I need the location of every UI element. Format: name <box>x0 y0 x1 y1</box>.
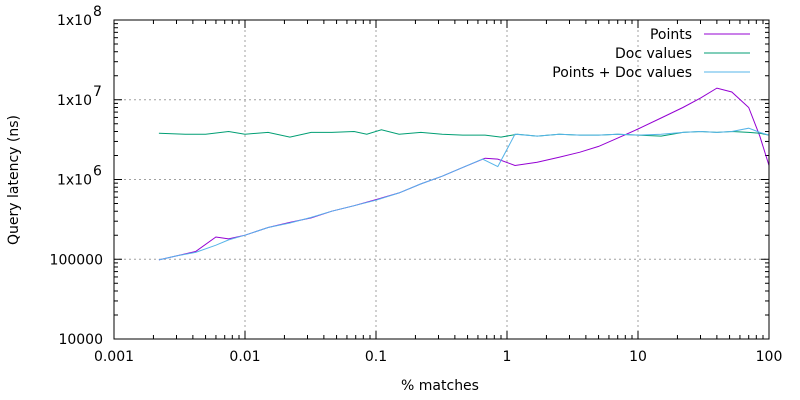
legend-label-points: Points <box>650 27 692 43</box>
y-tick-label: 100000 <box>50 252 103 268</box>
x-axis-label: % matches <box>401 378 479 394</box>
series-lines <box>158 87 770 261</box>
legend: Points Doc values Points + Doc values <box>552 27 750 81</box>
legend-label-doc-values: Doc values <box>615 46 692 62</box>
x-tick-label: 100 <box>756 349 783 365</box>
x-tick-label: 0.01 <box>229 349 260 365</box>
y-tick-exponent: 7 <box>93 84 102 100</box>
y-tick-label: 1x10 <box>57 93 92 109</box>
series-line-points <box>158 87 770 261</box>
y-tick-label: 10000 <box>58 332 103 348</box>
y-tick-label: 1x10 <box>57 173 92 189</box>
series-line-doc-values <box>158 129 770 138</box>
grid-lines <box>114 20 769 339</box>
legend-label-points-doc-values: Points + Doc values <box>552 65 692 81</box>
x-tick-labels: 0.001 0.01 0.1 1 10 100 <box>94 349 782 365</box>
x-tick-label: 0.1 <box>365 349 387 365</box>
x-tick-label: 0.001 <box>94 349 134 365</box>
x-tick-label: 10 <box>629 349 647 365</box>
series-line-points-doc-values <box>158 127 770 261</box>
y-tick-exponent: 8 <box>93 4 102 20</box>
y-tick-exponent: 6 <box>93 164 102 180</box>
y-tick-label: 1x10 <box>57 13 92 29</box>
tick-marks <box>113 19 770 340</box>
y-axis-label: Query latency (ns) <box>6 115 22 245</box>
x-tick-label: 1 <box>503 349 512 365</box>
plot-frame <box>113 19 770 340</box>
